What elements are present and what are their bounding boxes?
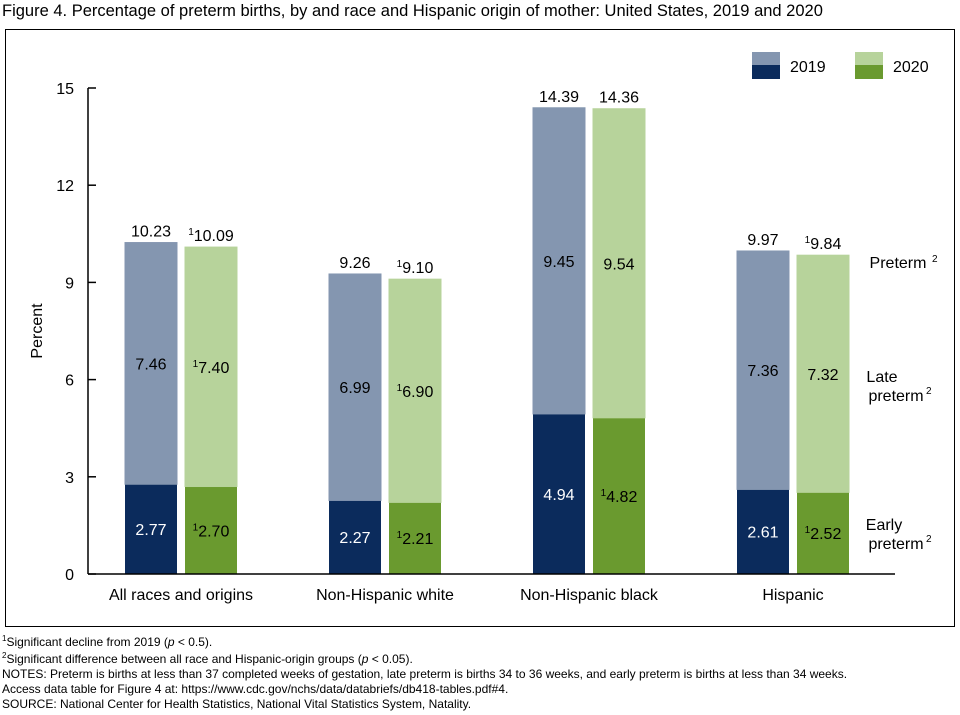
- late-preterm-value: 9.54: [603, 256, 634, 273]
- preterm-total-value: 19.10: [397, 259, 434, 277]
- bar-late-2019: [124, 242, 178, 485]
- category-label: All races and origins: [109, 587, 253, 604]
- footnote-access: Access data table for Figure 4 at: https…: [2, 682, 509, 696]
- bar-early-2020: [389, 502, 441, 574]
- late-preterm-value: 7.36: [747, 363, 778, 380]
- legend-swatch-late: [855, 52, 883, 65]
- bar-early-2019: [737, 489, 789, 574]
- y-tick-label: 9: [65, 275, 74, 292]
- legend-label: 2020: [893, 59, 929, 76]
- bar-late-2020: [592, 108, 646, 419]
- y-tick-label: 12: [56, 178, 74, 195]
- footnote-source: SOURCE: National Center for Health Stati…: [2, 697, 472, 711]
- bar-early-2020: [797, 492, 849, 574]
- footnote-notes: NOTES: Preterm is births at less than 37…: [2, 667, 848, 681]
- early-preterm-value: 12.52: [805, 525, 842, 543]
- legend-swatch-late: [752, 52, 780, 65]
- side-label-early-sup: 2: [926, 534, 932, 545]
- early-preterm-value: 14.82: [601, 488, 638, 506]
- chart-frame: [5, 29, 955, 627]
- legend-label: 2019: [790, 59, 826, 76]
- bar-late-2019: [736, 250, 790, 490]
- late-preterm-value: 17.40: [193, 359, 230, 377]
- side-label-early-line1: Early: [866, 517, 902, 534]
- early-preterm-value: 4.94: [543, 487, 574, 504]
- category-label: Non-Hispanic black: [520, 587, 659, 604]
- y-tick-label: 3: [65, 470, 74, 487]
- preterm-total-value: 14.36: [599, 90, 639, 107]
- side-label-preterm: Preterm: [870, 255, 927, 272]
- side-label-late-line1: Late: [866, 369, 897, 386]
- late-preterm-value: 9.45: [543, 254, 574, 271]
- side-label-preterm-sup: 2: [932, 254, 938, 265]
- bar-early-2019: [329, 500, 381, 574]
- preterm-total-value: 19.84: [805, 235, 842, 253]
- side-label-late-sup: 2: [926, 386, 932, 397]
- category-label: Non-Hispanic white: [316, 587, 454, 604]
- preterm-total-value: 9.97: [747, 232, 778, 249]
- y-tick-label: 15: [56, 81, 74, 98]
- preterm-total-value: 10.23: [131, 224, 171, 241]
- early-preterm-value: 2.61: [747, 525, 778, 542]
- side-label-early-line2: preterm: [868, 536, 923, 553]
- legend-swatch-early: [752, 65, 780, 79]
- y-tick-label: 0: [65, 567, 74, 584]
- bar-early-2019: [533, 413, 585, 574]
- bar-early-2019: [125, 484, 177, 574]
- early-preterm-value: 2.77: [135, 522, 166, 539]
- figure-title: Figure 4. Percentage of preterm births, …: [2, 2, 823, 20]
- footnote-2: 2Significant difference between all race…: [2, 651, 413, 667]
- bar-late-2020: [184, 246, 238, 488]
- side-label-late-line2: preterm: [868, 388, 923, 405]
- category-label: Hispanic: [762, 587, 823, 604]
- bar-late-2019: [328, 273, 382, 501]
- bar-early-2020: [593, 417, 645, 574]
- early-preterm-value: 2.27: [339, 530, 370, 547]
- bar-late-2020: [388, 278, 442, 503]
- early-preterm-value: 12.21: [397, 530, 434, 548]
- preterm-total-value: 14.39: [539, 89, 579, 106]
- bar-late-2019: [532, 107, 586, 415]
- footnote-1: 1Significant decline from 2019 (p < 0.5)…: [2, 634, 213, 650]
- y-axis-label: Percent: [29, 303, 46, 359]
- bar-early-2020: [185, 486, 237, 574]
- legend-swatch-early: [855, 65, 883, 79]
- y-tick-label: 6: [65, 373, 74, 390]
- bar-late-2020: [796, 254, 850, 493]
- late-preterm-value: 16.90: [397, 383, 434, 401]
- preterm-total-value: 9.26: [339, 255, 370, 272]
- late-preterm-value: 6.99: [339, 380, 370, 397]
- preterm-total-value: 110.09: [188, 227, 234, 245]
- late-preterm-value: 7.46: [135, 356, 166, 373]
- late-preterm-value: 7.32: [807, 367, 838, 384]
- early-preterm-value: 12.70: [193, 522, 230, 540]
